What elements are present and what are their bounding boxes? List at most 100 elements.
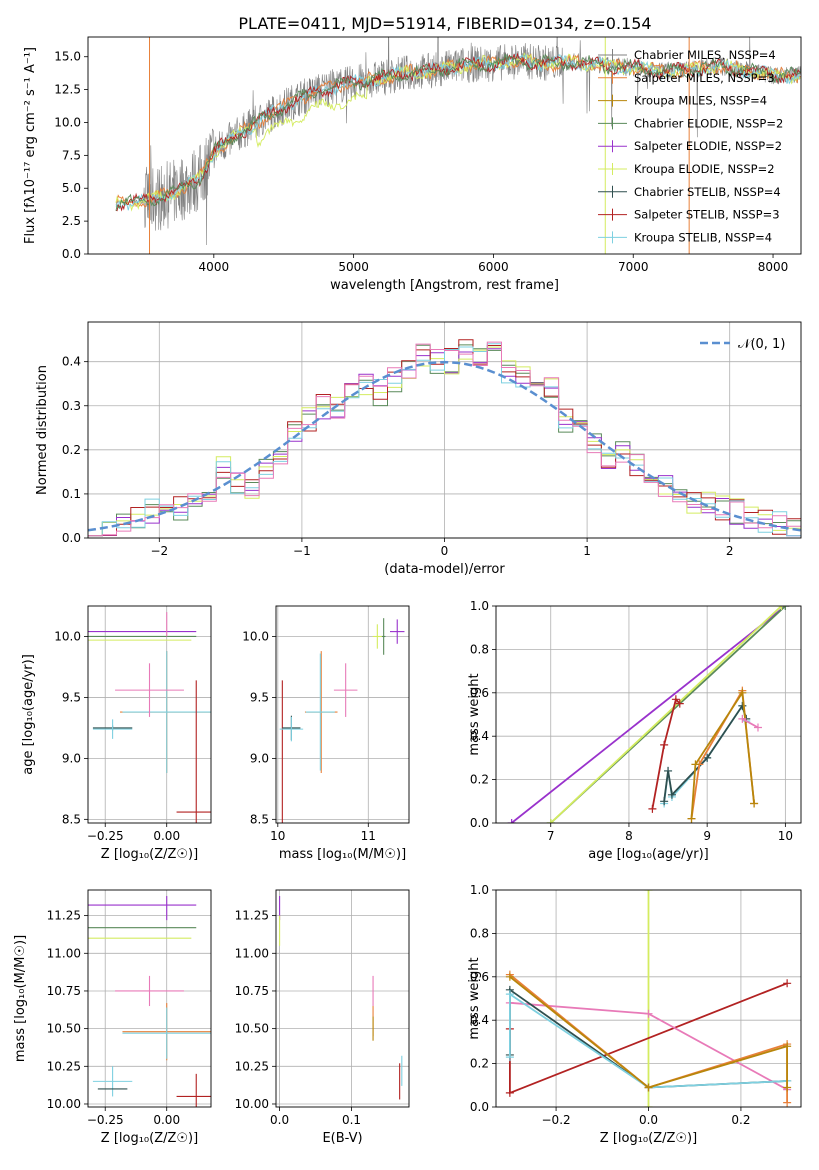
mass_weight_vs_age-series-marker xyxy=(660,797,669,806)
mass_vs_Z-ytick-label: 11.00 xyxy=(47,946,81,960)
mass_weight_vs_age-series-marker xyxy=(675,699,684,708)
mass_weight_vs_Z-series-line xyxy=(509,976,788,1089)
age_vs_mass-frame xyxy=(275,605,410,824)
spectrum-legend-label: Salpeter STELIB, NSSP=3 xyxy=(634,208,780,222)
residuals-chart: −2 −1 0 1 2 0.0 0.1 0.2 0.3 0.4 (data-model)/error… xyxy=(35,321,802,577)
mass_vs_Z-frame xyxy=(87,889,212,1108)
age_vs_mass-ytick-label: 9.0 xyxy=(250,751,269,765)
mass_weight_vs_Z-series-marker xyxy=(783,1098,792,1107)
age_vs_mass-plot-area xyxy=(279,618,405,823)
spectrum-data-line xyxy=(115,37,801,246)
mass_weight_vs_age-series-marker xyxy=(738,688,747,697)
mass_vs_Z-errorbar-point xyxy=(122,1007,211,1059)
mass_weight_vs_Z-xtick-label: 0.0 xyxy=(639,1113,658,1127)
age_vs_Z-frame xyxy=(87,605,212,824)
mass_weight_vs_Z-series-marker xyxy=(783,1042,792,1051)
mass_weight_vs_Z-ytick-label: 0.2 xyxy=(470,1057,489,1071)
mass_vs_EBV-xtick-label: 0.1 xyxy=(342,1113,361,1127)
age_vs_Z-errorbar-point xyxy=(92,719,133,739)
mass_vs_EBV-xlabel: E(B-V) xyxy=(322,1131,362,1146)
mass_weight_vs_Z-ytick-label: 1.0 xyxy=(470,883,489,897)
mass_weight_vs_Z-ytick-label: 0.8 xyxy=(470,926,489,940)
spectrum-legend-label: Chabrier ELODIE, NSSP=2 xyxy=(634,116,783,130)
age_vs_Z-errorbar-point xyxy=(115,663,184,717)
spectrum-ytick-label: 7.5 xyxy=(62,148,81,162)
spectrum-ytick-label: 15.0 xyxy=(54,50,81,64)
residuals-xtick-label: 0 xyxy=(441,544,449,558)
mass_weight_vs_Z-series-marker xyxy=(783,979,792,988)
age_vs_mass-errorbar-point xyxy=(390,619,405,644)
mass_weight_vs_Z-frame xyxy=(495,889,802,1108)
mass_vs_Z-plot-area xyxy=(88,896,211,1107)
residuals-ytick-label: 0.1 xyxy=(62,487,81,501)
mass_weight_vs_age-ytick-label: 0.8 xyxy=(470,642,489,656)
age_vs_Z-xlabel: Z [log₁₀(Z/Z☉)] xyxy=(101,847,198,862)
mass_vs_EBV-ytick-label: 10.00 xyxy=(235,1097,269,1111)
mass_vs_Z-errorbar-point xyxy=(115,975,184,1007)
mass_weight_vs_Z-ytick-label: 0.6 xyxy=(470,970,489,984)
age_vs_mass-chart: 10 11 8.5 9.0 9.5 10.0 mass [log₁₀(M/M☉)] xyxy=(242,605,410,862)
spectrum-legend-label: Chabrier STELIB, NSSP=4 xyxy=(634,185,781,199)
mass_vs_EBV-xtick-label: 0.0 xyxy=(270,1113,289,1127)
spectrum-ytick-label: 5.0 xyxy=(62,181,81,195)
figure-title: PLATE=0411, MJD=51914, FIBERID=0134, z=0… xyxy=(238,14,651,33)
mass_weight_vs_age-series-line xyxy=(550,606,783,823)
mass_weight_vs_age-ytick-label: 0.2 xyxy=(470,773,489,787)
mass_vs_EBV-ytick-label: 10.50 xyxy=(235,1022,269,1036)
mass_weight_vs_age-xlabel: age [log₁₀(age/yr)] xyxy=(588,847,709,862)
mass_weight_vs_Z-series-line xyxy=(509,992,788,1089)
spectrum-legend-label: Salpeter ELODIE, NSSP=2 xyxy=(634,139,782,153)
spectrum-legend-label: Chabrier MILES, NSSP=4 xyxy=(634,48,776,62)
mass_weight_vs_Z-series-marker xyxy=(644,1009,653,1018)
mass_weight_vs_Z-series-marker xyxy=(644,1083,653,1092)
mass_vs_Z-chart: −0.25 0.00 10.00 10.25 10.50 10.75 11.00 11.25 Z… xyxy=(13,889,212,1146)
residuals-xtick-label: 2 xyxy=(726,544,734,558)
spectrum-ytick-label: 12.5 xyxy=(54,83,81,97)
age_vs_Z-plot-area xyxy=(88,612,211,823)
spectrum-xtick-label: 8000 xyxy=(758,260,789,274)
mass_weight_vs_age-ytick-label: 1.0 xyxy=(470,599,489,613)
residual-legend-label: 𝒩(0, 1) xyxy=(738,337,785,352)
mass_weight_vs_age-plot-area xyxy=(507,606,790,823)
mass_weight_vs_age-series-line xyxy=(663,703,748,802)
mass_vs_EBV-ytick-label: 10.25 xyxy=(235,1059,269,1073)
normal-curve-line xyxy=(88,360,801,532)
residual-hist-step xyxy=(88,341,801,538)
mass_weight_vs_Z-series-marker xyxy=(505,1053,514,1062)
residuals-xlabel: (data-model)/error xyxy=(384,562,505,577)
age_vs_Z-xtick-label: −0.25 xyxy=(87,829,124,843)
age_vs_Z-errorbar-point xyxy=(176,680,211,823)
age_vs_mass-ytick-label: 10.0 xyxy=(242,629,269,643)
mass_weight_vs_age-series-line xyxy=(651,697,681,810)
mass_vs_EBV-chart: 0.0 0.1 10.00 10.25 10.50 10.75 11.00 11.25 E(B-… xyxy=(235,889,410,1146)
spectrum-xtick-label: 5000 xyxy=(338,260,369,274)
mass_weight_vs_Z-series-marker xyxy=(783,1083,792,1092)
age_vs_mass-ytick-label: 8.5 xyxy=(250,812,269,826)
age_vs_mass-errorbar-point xyxy=(279,716,304,742)
spectrum-frame xyxy=(87,36,802,255)
spectrum-xtick-label: 7000 xyxy=(618,260,649,274)
mass_weight_vs_age-series-marker xyxy=(753,723,762,732)
mass_weight_vs_age-series-line xyxy=(741,718,759,729)
mass_weight_vs_Z-plot-area xyxy=(505,890,792,1107)
mass_weight_vs_age-ytick-label: 0.4 xyxy=(470,729,489,743)
mass_weight_vs_Z-series-marker xyxy=(505,1088,514,1097)
mass_weight_vs_Z-series-marker xyxy=(505,972,514,981)
residuals-ytick-label: 0.2 xyxy=(62,443,81,457)
spectrum-legend-label: Kroupa ELODIE, NSSP=2 xyxy=(634,162,775,176)
spectrum-xlabel: wavelength [Angstrom, rest frame] xyxy=(330,278,559,293)
mass_weight_vs_age-series-marker xyxy=(648,804,657,813)
spectrum-legend-label: Kroupa STELIB, NSSP=4 xyxy=(634,230,772,244)
mass_weight_vs_age-series-marker xyxy=(671,695,680,704)
mass_weight_vs_age-series-marker xyxy=(687,814,696,823)
residuals-ytick-label: 0.4 xyxy=(62,355,81,369)
spectrum-model-line xyxy=(115,52,801,212)
age_vs_mass-ytick-label: 9.5 xyxy=(250,690,269,704)
spectrum-plot-area xyxy=(115,37,801,254)
mass_weight_vs_Z-xtick-label: 0.2 xyxy=(731,1113,750,1127)
mass_vs_Z-ylabel: mass [log₁₀(M/M☉)] xyxy=(13,935,28,1062)
mass_vs_Z-ytick-label: 10.50 xyxy=(47,1022,81,1036)
mass_weight_vs_Z-series-marker xyxy=(644,890,653,894)
mass_weight_vs_age-ylabel: mass weight xyxy=(467,673,482,755)
